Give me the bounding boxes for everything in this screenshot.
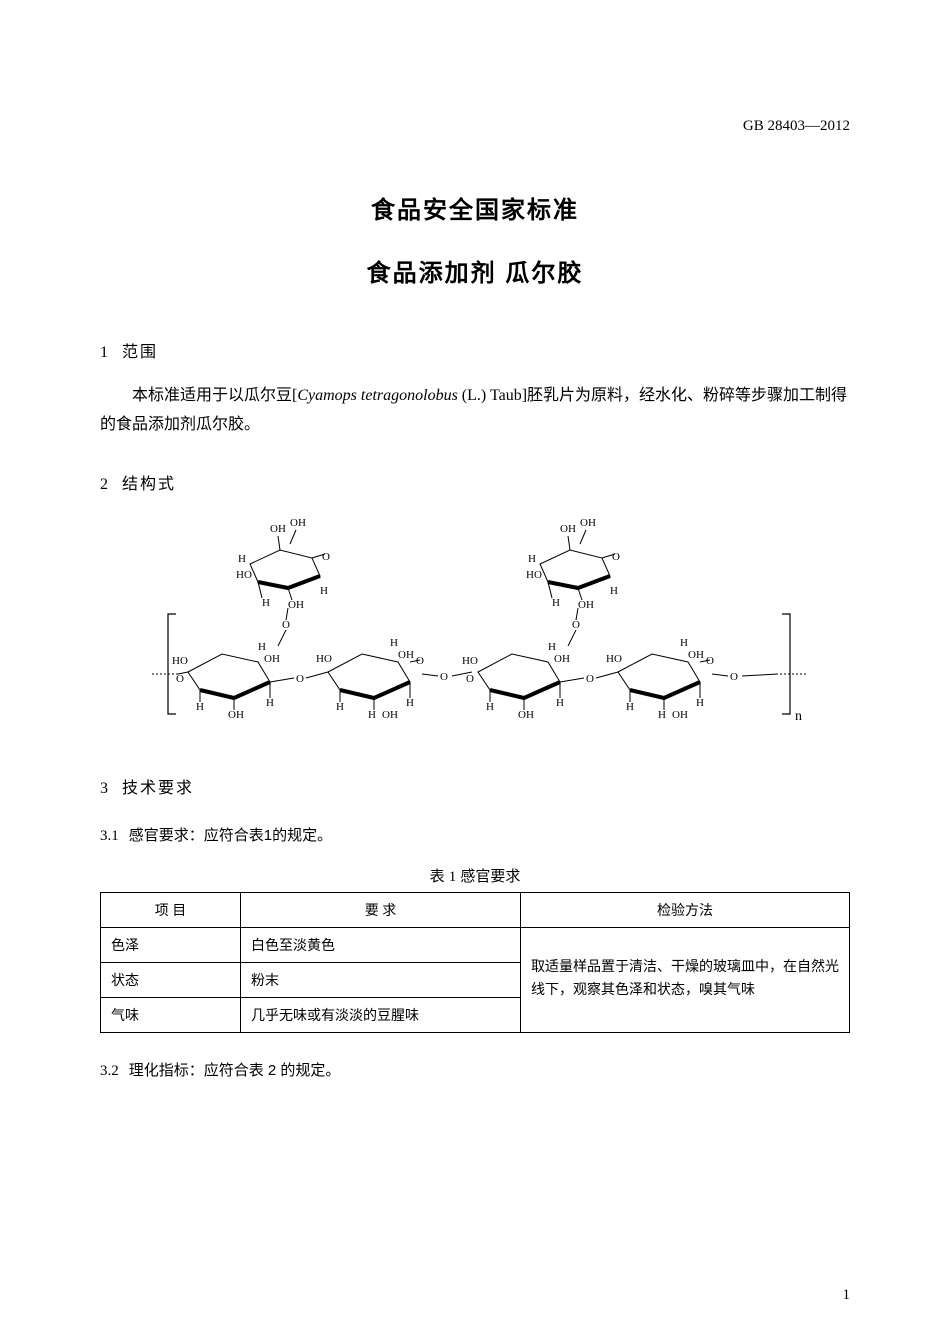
svg-text:H: H — [658, 709, 666, 721]
subsection-3-2: 3.2 理化指标：应符合表 2 的规定。 — [100, 1059, 850, 1080]
svg-text:H: H — [486, 701, 494, 713]
table-cell-method: 取适量样品置于清洁、干燥的玻璃皿中，在自然光线下，观察其色泽和状态，嗅其气味 — [521, 927, 850, 1032]
table-row: 项 目 要 求 检验方法 — [101, 892, 850, 927]
svg-text:HO: HO — [236, 569, 252, 581]
svg-text:O: O — [296, 673, 304, 685]
svg-text:H: H — [196, 701, 204, 713]
section-3-heading: 3 技术要求 — [100, 774, 850, 798]
table-cell-item: 气味 — [101, 997, 241, 1032]
table-header-method: 检验方法 — [521, 892, 850, 927]
table-cell-item: 状态 — [101, 962, 241, 997]
section-1-num: 1 — [100, 344, 108, 361]
svg-text:n: n — [795, 709, 802, 724]
structure-svg: n OH OH H HO O H OH H O — [130, 514, 820, 744]
svg-text:O: O — [612, 551, 620, 563]
section-3-title: 技术要求 — [122, 780, 194, 797]
scope-paragraph: 本标准适用于以瓜尔豆[Cyamops tetragonolobus (L.) T… — [100, 382, 850, 440]
section-2-num: 2 — [100, 476, 108, 493]
sub31-num: 3.1 — [100, 828, 119, 844]
svg-text:HO: HO — [316, 653, 332, 665]
page-number: 1 — [843, 1287, 851, 1304]
svg-text:OH: OH — [228, 709, 244, 721]
table-cell-req: 几乎无味或有淡淡的豆腥味 — [241, 997, 521, 1032]
svg-text:H: H — [258, 641, 266, 653]
svg-text:H: H — [266, 697, 274, 709]
header-standard-code: GB 28403—2012 — [743, 118, 850, 135]
svg-text:H: H — [696, 697, 704, 709]
table-cell-req: 粉末 — [241, 962, 521, 997]
svg-text:O: O — [282, 619, 290, 631]
svg-text:O: O — [586, 673, 594, 685]
svg-text:H: H — [320, 585, 328, 597]
svg-text:HO: HO — [172, 655, 188, 667]
svg-text:O: O — [730, 671, 738, 683]
section-1-title: 范围 — [122, 344, 158, 361]
svg-text:OH: OH — [518, 709, 534, 721]
svg-text:OH: OH — [578, 599, 594, 611]
scope-roman: (L.) Taub] — [458, 387, 527, 404]
svg-text:H: H — [406, 697, 414, 709]
svg-text:H: H — [610, 585, 618, 597]
sub32-text: 理化指标：应符合表 2 的规定。 — [129, 1062, 341, 1079]
table-cell-req: 白色至淡黄色 — [241, 927, 521, 962]
table1-cap-pre: 表 — [430, 868, 449, 885]
section-3-num: 3 — [100, 780, 108, 797]
svg-text:H: H — [626, 701, 634, 713]
svg-text:OH: OH — [288, 599, 304, 611]
svg-text:O: O — [466, 673, 474, 685]
svg-text:H: H — [556, 697, 564, 709]
svg-text:HO: HO — [606, 653, 622, 665]
sub31-text: 感官要求：应符合表1的规定。 — [129, 827, 332, 844]
svg-text:H: H — [390, 637, 398, 649]
table-1-caption: 表 1 感官要求 — [100, 865, 850, 886]
section-1-heading: 1 范围 — [100, 338, 850, 362]
svg-text:H: H — [368, 709, 376, 721]
svg-text:O: O — [322, 551, 330, 563]
title-main: 食品安全国家标准 — [100, 190, 850, 225]
svg-text:OH: OH — [688, 649, 704, 661]
title-block: 食品安全国家标准 食品添加剂 瓜尔胶 — [100, 190, 850, 288]
svg-text:OH: OH — [672, 709, 688, 721]
svg-text:H: H — [336, 701, 344, 713]
svg-text:H: H — [548, 641, 556, 653]
svg-text:OH: OH — [398, 649, 414, 661]
scope-latin: Cyamops tetragonolobus — [297, 387, 457, 404]
svg-text:OH: OH — [580, 517, 596, 529]
svg-text:OH: OH — [290, 517, 306, 529]
chemical-structure-diagram: n OH OH H HO O H OH H O — [130, 514, 820, 744]
section-2-title: 结构式 — [122, 476, 176, 493]
table-header-item: 项 目 — [101, 892, 241, 927]
svg-text:H: H — [238, 553, 246, 565]
svg-text:O: O — [176, 673, 184, 685]
svg-text:H: H — [680, 637, 688, 649]
svg-text:H: H — [262, 597, 270, 609]
sub32-num: 3.2 — [100, 1063, 119, 1079]
table-1-sensory: 项 目 要 求 检验方法 色泽 白色至淡黄色 取适量样品置于清洁、干燥的玻璃皿中… — [100, 892, 850, 1033]
title-sub: 食品添加剂 瓜尔胶 — [100, 253, 850, 288]
table-cell-item: 色泽 — [101, 927, 241, 962]
svg-text:O: O — [572, 619, 580, 631]
subsection-3-1: 3.1 感官要求：应符合表1的规定。 — [100, 824, 850, 845]
table-header-req: 要 求 — [241, 892, 521, 927]
svg-text:HO: HO — [462, 655, 478, 667]
svg-text:OH: OH — [382, 709, 398, 721]
table-row: 色泽 白色至淡黄色 取适量样品置于清洁、干燥的玻璃皿中，在自然光线下，观察其色泽… — [101, 927, 850, 962]
svg-text:OH: OH — [270, 523, 286, 535]
svg-text:HO: HO — [526, 569, 542, 581]
svg-text:H: H — [552, 597, 560, 609]
table1-cap-post: 感官要求 — [456, 868, 520, 885]
scope-text-1: 本标准适用于以瓜尔豆[ — [132, 387, 297, 404]
svg-text:OH: OH — [264, 653, 280, 665]
svg-text:OH: OH — [554, 653, 570, 665]
svg-text:O: O — [440, 671, 448, 683]
svg-text:OH: OH — [560, 523, 576, 535]
svg-text:H: H — [528, 553, 536, 565]
section-2-heading: 2 结构式 — [100, 470, 850, 494]
